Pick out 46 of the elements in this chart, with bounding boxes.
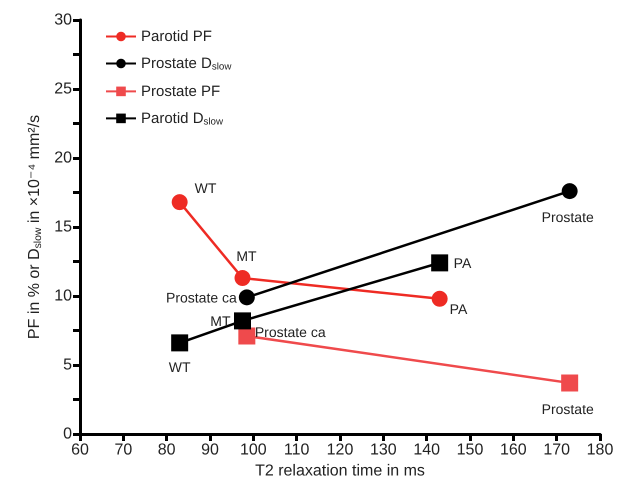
y-tick-label: 10 [54, 288, 72, 304]
x-tick-label: 160 [500, 442, 527, 458]
point [431, 254, 448, 272]
x-tick-label: 120 [326, 442, 354, 458]
data-label: PA [454, 254, 472, 271]
x-tick-label: 150 [456, 442, 484, 458]
x-tick-label: 90 [201, 442, 219, 458]
y-tick-label: 15 [54, 218, 72, 236]
point [238, 289, 255, 306]
x-tick-label: 70 [114, 442, 132, 458]
x-tick-label: 80 [158, 442, 176, 458]
x-axis-title: T2 relaxation time in ms [255, 462, 425, 480]
x-tick-label: 100 [240, 442, 267, 458]
point [172, 194, 188, 210]
data-label: WT [168, 358, 191, 375]
legend-label: Prostate PF [141, 82, 220, 100]
legend-label: Prostate Dslow [141, 55, 232, 72]
data-label: Prostate ca [166, 289, 238, 306]
point [432, 290, 448, 307]
x-tick-label: 140 [413, 442, 440, 458]
x-tick-label: 180 [586, 442, 614, 458]
point [238, 328, 256, 345]
data-label: Prostate [542, 209, 594, 226]
point [562, 183, 578, 200]
data-label: Prostate ca [254, 324, 326, 340]
point [234, 270, 250, 286]
data-label: MT [236, 248, 258, 264]
data-label: PA [450, 300, 468, 317]
point [561, 374, 578, 392]
x-tick-label: 130 [370, 442, 397, 458]
data-label: Prostate [542, 400, 594, 417]
y-tick-label: 25 [54, 80, 72, 98]
data-label: MT [210, 312, 231, 329]
y-tick-label: 0 [63, 426, 72, 442]
point [171, 334, 188, 352]
data-label: WT [194, 180, 217, 196]
legend-label: Parotid Dslow [141, 110, 224, 128]
y-axis-title: PF in % or Dslow in ×10⁻⁴ mm²/s [26, 114, 44, 340]
y-tick-label: 30 [54, 12, 72, 28]
y-tick-label: 20 [54, 150, 72, 166]
x-tick-label: 110 [284, 442, 310, 458]
x-tick-label: 60 [71, 442, 89, 458]
x-tick-label: 170 [543, 442, 570, 458]
legend-label: Parotid PF [141, 28, 212, 45]
y-tick-label: 5 [63, 356, 72, 374]
point [234, 312, 251, 330]
